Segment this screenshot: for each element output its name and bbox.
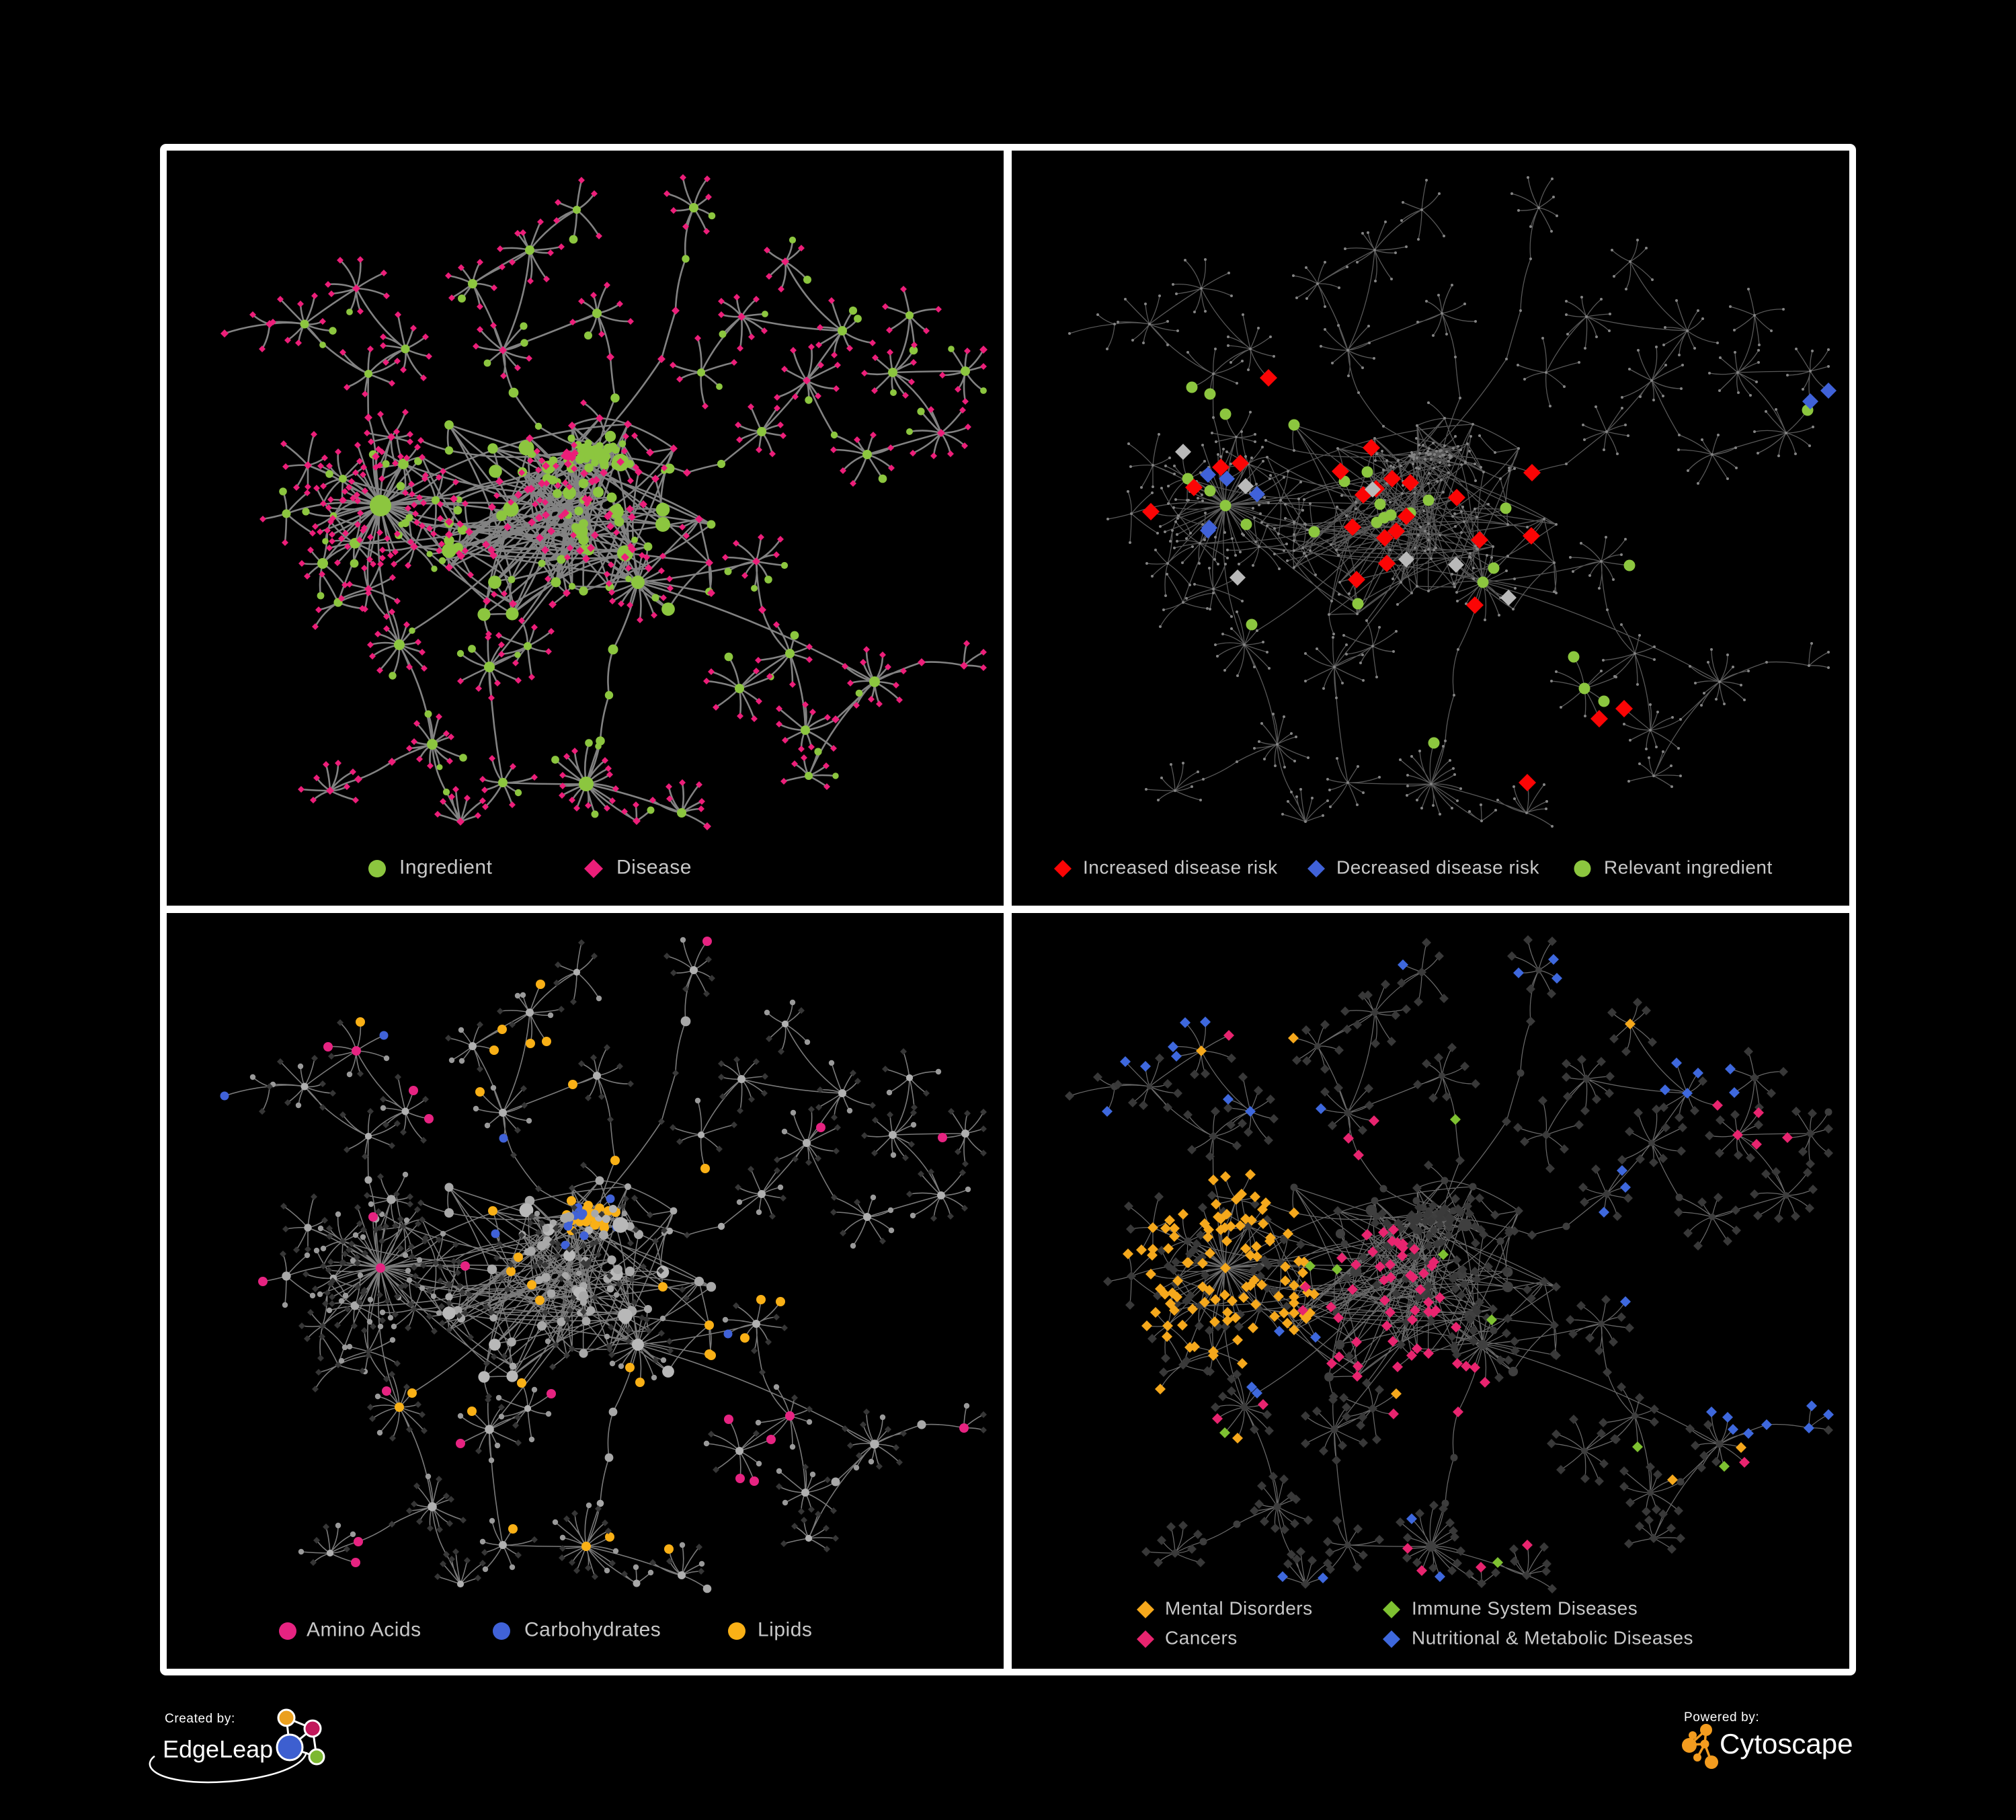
- svg-text:Cytoscape: Cytoscape: [1720, 1728, 1853, 1759]
- svg-text:Created by:: Created by:: [165, 1712, 235, 1726]
- svg-text:Powered by:: Powered by:: [1684, 1710, 1759, 1725]
- svg-text:EdgeLeap: EdgeLeap: [163, 1735, 273, 1763]
